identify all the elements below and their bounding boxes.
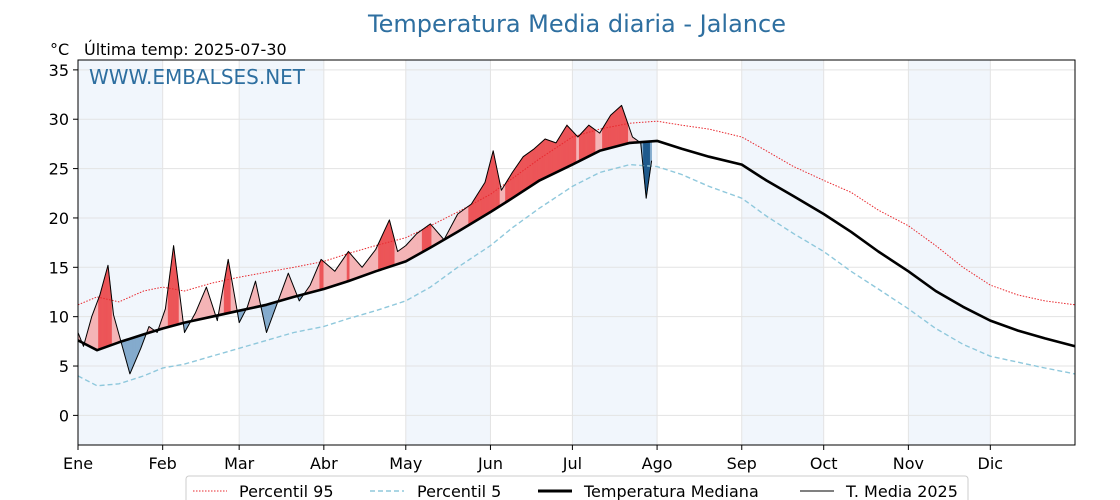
month-bands <box>78 60 991 445</box>
plot-frame <box>77 59 1076 446</box>
x-tick-label: Abr <box>310 454 338 473</box>
month-band <box>78 60 163 445</box>
y-tick-label: 5 <box>59 357 69 376</box>
y-tick-label: 0 <box>59 406 69 425</box>
last-reading-label: Última temp: 2025-07-30 <box>84 40 287 59</box>
x-tick-label: Ago <box>642 454 673 473</box>
y-axis-ticks: 0 5 10 15 20 25 30 35 <box>49 61 78 425</box>
y-tick-label: 35 <box>49 61 69 80</box>
legend-label-2025: T. Media 2025 <box>845 482 958 500</box>
series-line-p5 <box>77 163 1076 387</box>
legend-label-p5: Percentil 5 <box>417 482 501 500</box>
x-tick-label: Dic <box>978 454 1004 473</box>
x-tick-label: Sep <box>727 454 757 473</box>
y-tick-label: 25 <box>49 160 69 179</box>
series-lines <box>77 104 1076 387</box>
grid-lines <box>77 60 1075 445</box>
legend-label-median: Temperatura Mediana <box>583 482 759 500</box>
x-tick-label: Mar <box>224 454 255 473</box>
month-band <box>741 60 824 445</box>
x-axis-ticks: Ene Feb Mar Abr May Jun Jul Ago Sep Oct Nov Dic <box>63 445 1003 473</box>
series-line-2025 <box>77 104 653 375</box>
y-unit-label: °C <box>50 40 69 59</box>
x-tick-label: Oct <box>810 454 838 473</box>
month-band <box>908 60 991 445</box>
x-tick-label: Ene <box>63 454 93 473</box>
y-tick-label: 10 <box>49 308 69 327</box>
x-tick-label: Nov <box>893 454 924 473</box>
series-line-p95 <box>77 120 1076 306</box>
y-tick-label: 20 <box>49 209 69 228</box>
series-line-median <box>77 139 1076 352</box>
anomaly-fills <box>77 104 652 375</box>
legend: Percentil 95 Percentil 5 Temperatura Med… <box>185 475 969 500</box>
x-tick-label: May <box>389 454 422 473</box>
x-tick-label: Jun <box>477 454 503 473</box>
watermark: WWW.EMBALSES.NET <box>89 65 306 89</box>
chart-title: Temperatura Media diaria - Jalance <box>367 10 786 38</box>
legend-box <box>185 475 969 500</box>
month-band <box>239 60 324 445</box>
legend-label-p95: Percentil 95 <box>239 482 334 500</box>
y-tick-label: 30 <box>49 110 69 129</box>
x-tick-label: Feb <box>149 454 177 473</box>
x-tick-label: Jul <box>562 454 582 473</box>
y-tick-label: 15 <box>49 258 69 277</box>
